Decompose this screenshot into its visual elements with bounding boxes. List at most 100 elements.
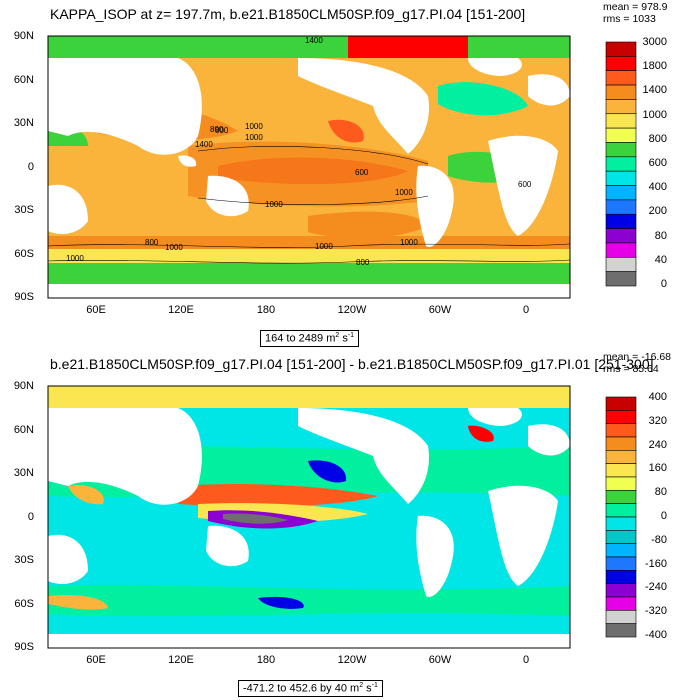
colorbar-label: 400 — [648, 391, 667, 403]
lat-label: 0 — [27, 161, 34, 173]
land-eurasia — [48, 58, 202, 155]
land-antarctica — [48, 284, 570, 298]
panel1-map — [47, 35, 571, 299]
lat-label: 60N — [13, 74, 34, 86]
colorbar-label: -160 — [644, 557, 667, 570]
land-north-america — [298, 58, 429, 154]
land-australia — [206, 175, 249, 217]
colorbar-label: 80 — [654, 229, 667, 242]
colorbar-label: 160 — [648, 462, 667, 475]
units-mid: s — [363, 682, 372, 695]
lon-label: 180 — [256, 304, 276, 316]
panel1-title: KAPPA_ISOP at z= 197.7m, b.e21.B1850CLM5… — [50, 6, 526, 22]
units-base: m — [350, 682, 360, 695]
lon-label: 0 — [522, 304, 530, 316]
colorbar-label: 1400 — [642, 84, 667, 97]
contour-label: 1000 — [245, 122, 263, 131]
colorbar-label: 80 — [654, 486, 667, 499]
land-south-america — [416, 515, 454, 597]
lat-label: 60S — [14, 248, 34, 260]
contour-label: 600 — [518, 180, 532, 189]
land-south-america — [416, 165, 454, 247]
range-text: 164 to 2489 — [265, 332, 324, 345]
colorbar-label: 40 — [654, 253, 667, 266]
units-exp: 2 — [359, 682, 364, 689]
panel1-colorbar — [605, 41, 637, 287]
colorbar-label: 1000 — [642, 108, 667, 121]
equatorial-dipole-positive — [178, 484, 378, 507]
land-greenland — [468, 408, 522, 426]
contour-label: 1000 — [315, 242, 333, 251]
panel1-rms: rms = 1033 — [603, 13, 656, 25]
land-north-america — [298, 408, 429, 504]
land-europe — [528, 424, 570, 456]
colorbar-label: 1800 — [642, 60, 667, 73]
land-europe — [528, 74, 570, 106]
contour-label: 800 — [356, 258, 370, 267]
contour-label: 800 — [215, 126, 229, 135]
lon-label: 180 — [256, 654, 276, 666]
colorbar-label: 320 — [648, 414, 667, 427]
panel1-range-box: 164 to 2489 m2 s-1 — [260, 330, 360, 347]
colorbar-label: -320 — [644, 605, 667, 618]
lat-label: 30N — [13, 117, 34, 129]
colorbar-label: 400 — [648, 181, 667, 194]
lat-label: 60N — [13, 424, 34, 436]
lon-label: 0 — [522, 654, 530, 666]
colorbar-label: 600 — [648, 157, 667, 169]
colorbar-label: 3000 — [642, 36, 667, 48]
contour-label: 600 — [355, 168, 369, 177]
contour-label: 1000 — [400, 238, 418, 247]
lat-label: 0 — [27, 511, 34, 523]
lon-label: 120E — [168, 304, 194, 316]
colorbar-label: -400 — [644, 629, 667, 641]
panel2-stats: mean = -16.68 rms = 85.64 — [603, 351, 671, 375]
units-exp: -1 — [347, 332, 355, 339]
land-africa-east — [48, 534, 88, 584]
land-greenland — [468, 58, 522, 76]
colorbar-swatch — [605, 70, 637, 86]
contour-label: 1400 — [305, 36, 323, 45]
panel2-colorbar — [605, 396, 637, 638]
lat-label: 90S — [14, 641, 34, 653]
lat-label: 90N — [13, 380, 34, 392]
colorbar-label: 0 — [660, 278, 667, 290]
lon-label: 120W — [337, 654, 367, 666]
land-antarctica — [48, 634, 570, 648]
panel2-map — [47, 385, 571, 649]
contour-label: 800 — [145, 238, 159, 247]
panel2-rms: rms = 85.64 — [603, 363, 659, 375]
land-africa-east — [48, 184, 88, 234]
lon-label: 60W — [428, 304, 452, 316]
lat-label: 60S — [14, 598, 34, 610]
lon-label: 60W — [428, 654, 452, 666]
contour-label: 1400 — [195, 140, 213, 149]
colorbar-label: -80 — [651, 533, 667, 546]
panel1-stats: mean = 978.9 rms = 1033 — [603, 1, 668, 25]
land-africa — [488, 485, 558, 586]
units-exp: 2 — [335, 332, 340, 339]
lat-label: 90S — [14, 291, 34, 303]
panel2-mean: mean = -16.68 — [603, 351, 672, 363]
land-eurasia — [48, 408, 202, 505]
contour-label: 800 — [210, 125, 224, 134]
panel2-title: b.e21.B1850CLM50SP.f09_g17.PI.04 [151-20… — [50, 356, 654, 372]
contour-label: 1000 — [395, 188, 413, 197]
land-australia — [206, 525, 249, 567]
units-exp: -1 — [371, 682, 378, 689]
lon-label: 60E — [86, 654, 106, 666]
colorbar-label: 240 — [648, 438, 667, 451]
colorbar-label: -240 — [644, 581, 667, 594]
contour-label: 1000 — [245, 133, 263, 142]
lat-label: 30N — [13, 467, 34, 479]
colorbar-label: 800 — [648, 132, 667, 145]
lat-label: 30S — [14, 204, 34, 216]
colorbar-label: 0 — [660, 510, 667, 522]
panel2-range-box: -471.2 to 452.6 by 40 m2 s-1 — [238, 680, 383, 697]
lat-label: 90N — [13, 30, 34, 42]
lon-label: 120W — [337, 304, 367, 316]
colorbar-swatch — [605, 623, 637, 638]
lat-label: 30S — [14, 554, 34, 566]
land-africa — [488, 135, 558, 236]
panel1-mean: mean = 978.9 — [603, 1, 668, 13]
